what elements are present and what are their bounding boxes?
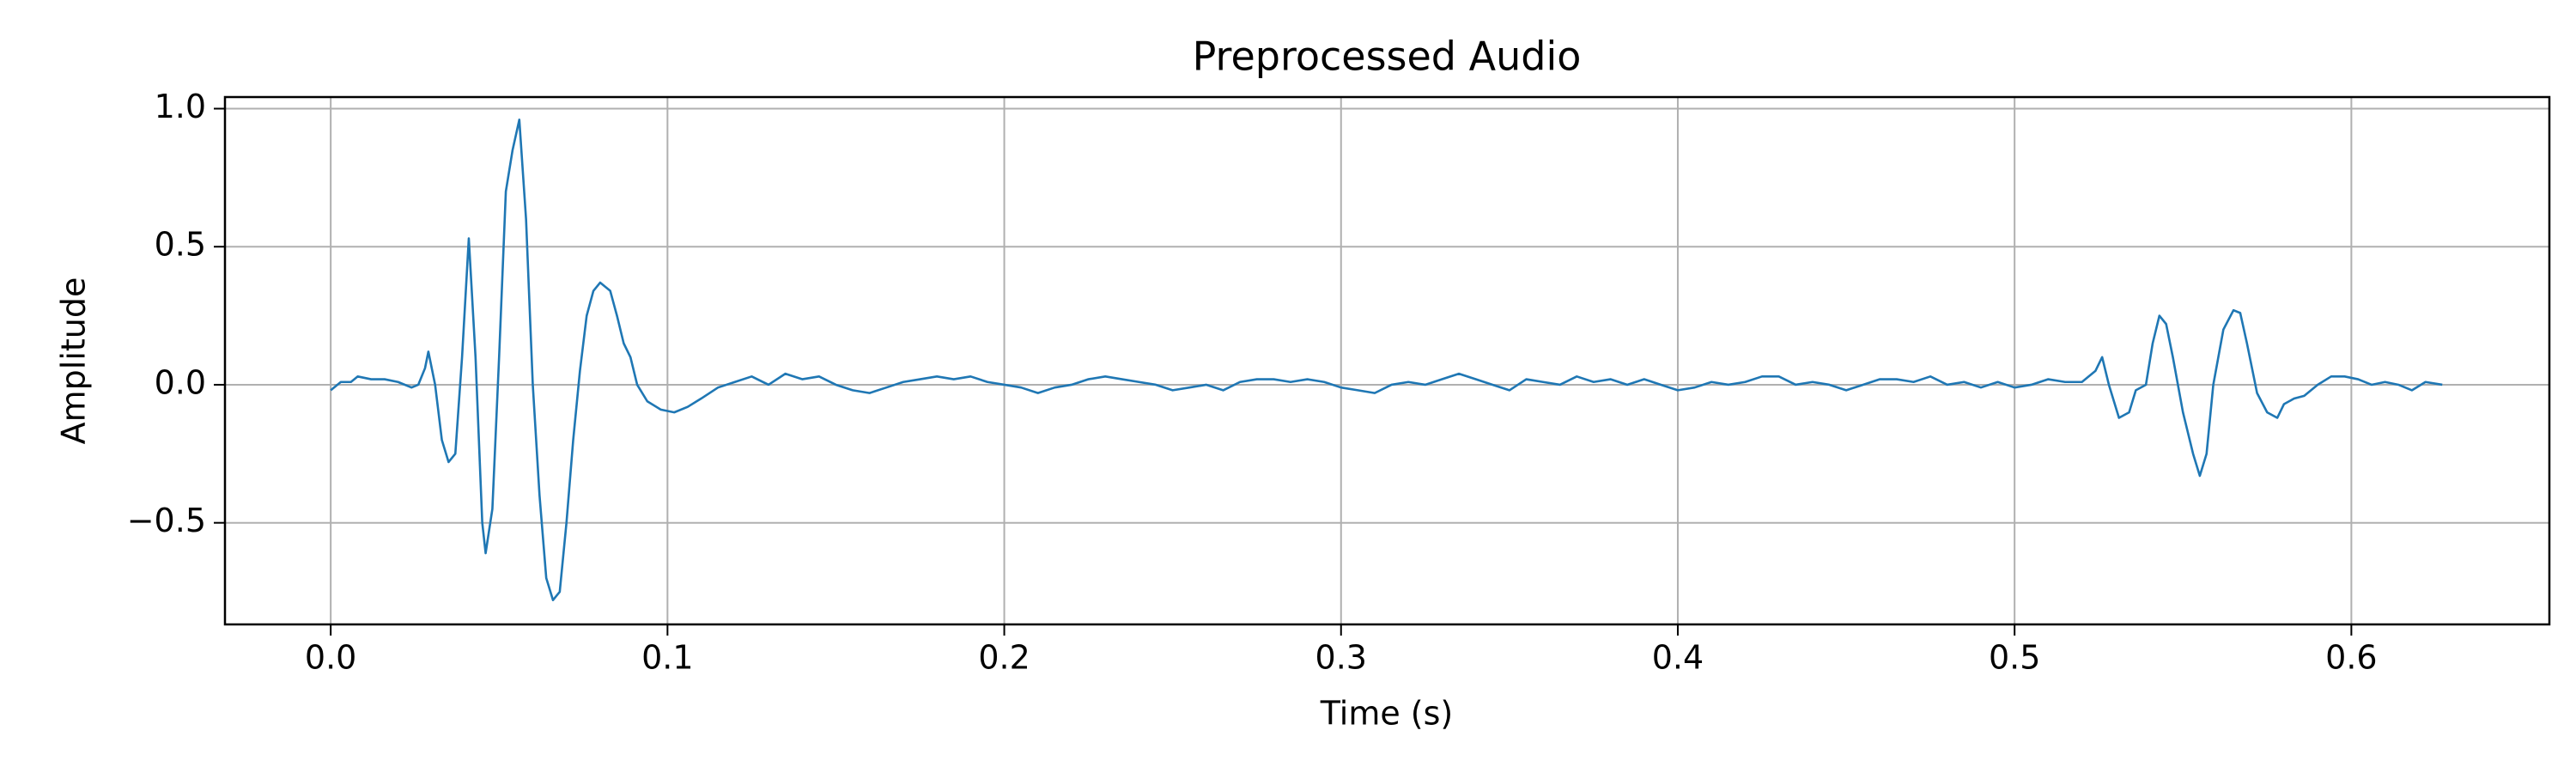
axes-frame <box>223 95 2551 626</box>
axes: 0.0 0.1 0.2 0.3 0.4 0.5 0.6 −0.5 0.0 0.5 1.0 <box>127 88 2378 676</box>
x-tick-label: 0.2 <box>978 639 1030 677</box>
y-tick-label: 1.0 <box>155 88 206 125</box>
x-tick-label: 0.0 <box>305 639 356 677</box>
waveform-line <box>330 119 2443 602</box>
x-tick-label: 0.1 <box>641 639 693 677</box>
chart-title: Preprocessed Audio <box>1193 33 1582 80</box>
x-tick-label: 0.6 <box>2325 639 2377 677</box>
x-tick-label: 0.3 <box>1315 639 1367 677</box>
x-tick-label: 0.5 <box>1989 639 2040 677</box>
x-axis-label: Time (s) <box>1320 695 1454 733</box>
y-axis-label: Amplitude <box>55 277 93 445</box>
y-tick-label: 0.5 <box>155 226 206 264</box>
grid <box>225 97 2549 624</box>
plot-area <box>330 119 2443 602</box>
x-tick-label: 0.4 <box>1652 639 1704 677</box>
y-tick-label: 0.0 <box>155 363 206 401</box>
y-tick-label: −0.5 <box>127 502 206 539</box>
